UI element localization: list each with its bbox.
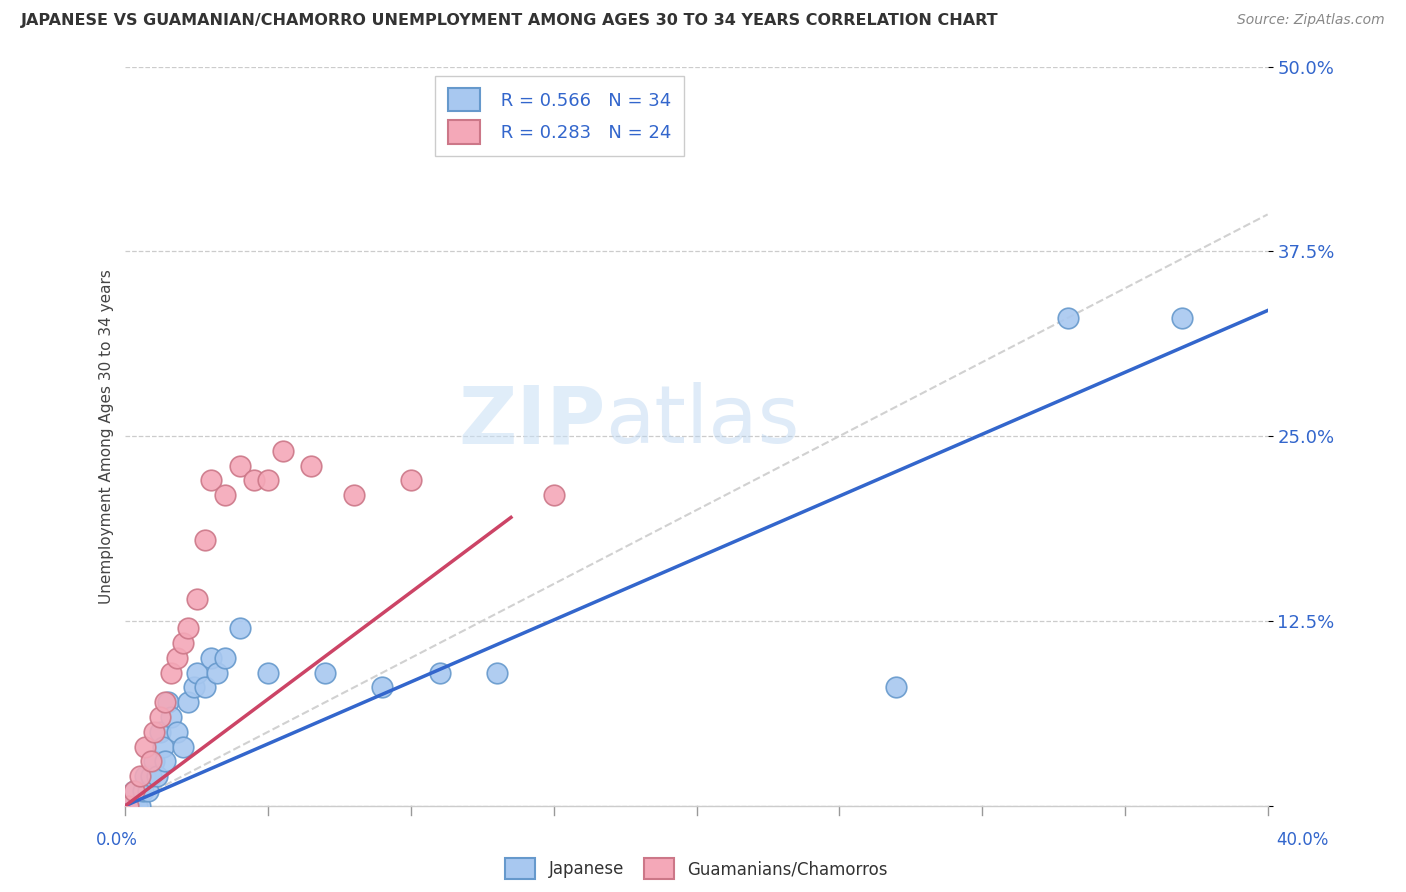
Point	[200, 474, 222, 488]
Point	[194, 533, 217, 547]
Point	[177, 695, 200, 709]
Point	[886, 681, 908, 695]
Point	[183, 681, 205, 695]
Point	[120, 798, 142, 813]
Point	[371, 681, 394, 695]
Point	[117, 798, 139, 813]
Point	[299, 458, 322, 473]
Point	[122, 784, 145, 798]
Point	[160, 665, 183, 680]
Point	[399, 474, 422, 488]
Point	[343, 488, 366, 502]
Point	[172, 739, 194, 754]
Text: atlas: atlas	[605, 383, 800, 460]
Text: 0.0%: 0.0%	[96, 831, 138, 849]
Point	[166, 650, 188, 665]
Point	[543, 488, 565, 502]
Point	[314, 665, 336, 680]
Point	[134, 769, 156, 783]
Point	[128, 798, 150, 813]
Point	[160, 710, 183, 724]
Point	[429, 665, 451, 680]
Point	[1171, 310, 1194, 325]
Legend: Japanese, Guamanians/Chamorros: Japanese, Guamanians/Chamorros	[499, 851, 894, 886]
Point	[257, 665, 280, 680]
Point	[149, 710, 172, 724]
Point	[271, 443, 294, 458]
Point	[186, 665, 208, 680]
Point	[485, 665, 508, 680]
Point	[166, 724, 188, 739]
Y-axis label: Unemployment Among Ages 30 to 34 years: Unemployment Among Ages 30 to 34 years	[100, 268, 114, 604]
Point	[141, 769, 163, 783]
Text: ZIP: ZIP	[458, 383, 605, 460]
Point	[194, 681, 217, 695]
Point	[205, 665, 228, 680]
Point	[149, 724, 172, 739]
Text: 40.0%: 40.0%	[1277, 831, 1329, 849]
Point	[186, 591, 208, 606]
Text: JAPANESE VS GUAMANIAN/CHAMORRO UNEMPLOYMENT AMONG AGES 30 TO 34 YEARS CORRELATIO: JAPANESE VS GUAMANIAN/CHAMORRO UNEMPLOYM…	[21, 13, 998, 29]
Point	[243, 474, 266, 488]
Point	[131, 784, 153, 798]
Point	[122, 784, 145, 798]
Point	[125, 798, 148, 813]
Point	[214, 650, 236, 665]
Point	[177, 621, 200, 635]
Point	[155, 754, 177, 768]
Point	[228, 458, 250, 473]
Point	[136, 784, 159, 798]
Point	[172, 636, 194, 650]
Point	[143, 754, 166, 768]
Point	[146, 769, 169, 783]
Point	[141, 754, 163, 768]
Point	[157, 695, 180, 709]
Text: Source: ZipAtlas.com: Source: ZipAtlas.com	[1237, 13, 1385, 28]
Point	[155, 695, 177, 709]
Point	[143, 724, 166, 739]
Point	[228, 621, 250, 635]
Point	[1056, 310, 1078, 325]
Point	[200, 650, 222, 665]
Point	[152, 739, 174, 754]
Point	[117, 798, 139, 813]
Point	[257, 474, 280, 488]
Point	[128, 769, 150, 783]
Point	[134, 739, 156, 754]
Point	[214, 488, 236, 502]
